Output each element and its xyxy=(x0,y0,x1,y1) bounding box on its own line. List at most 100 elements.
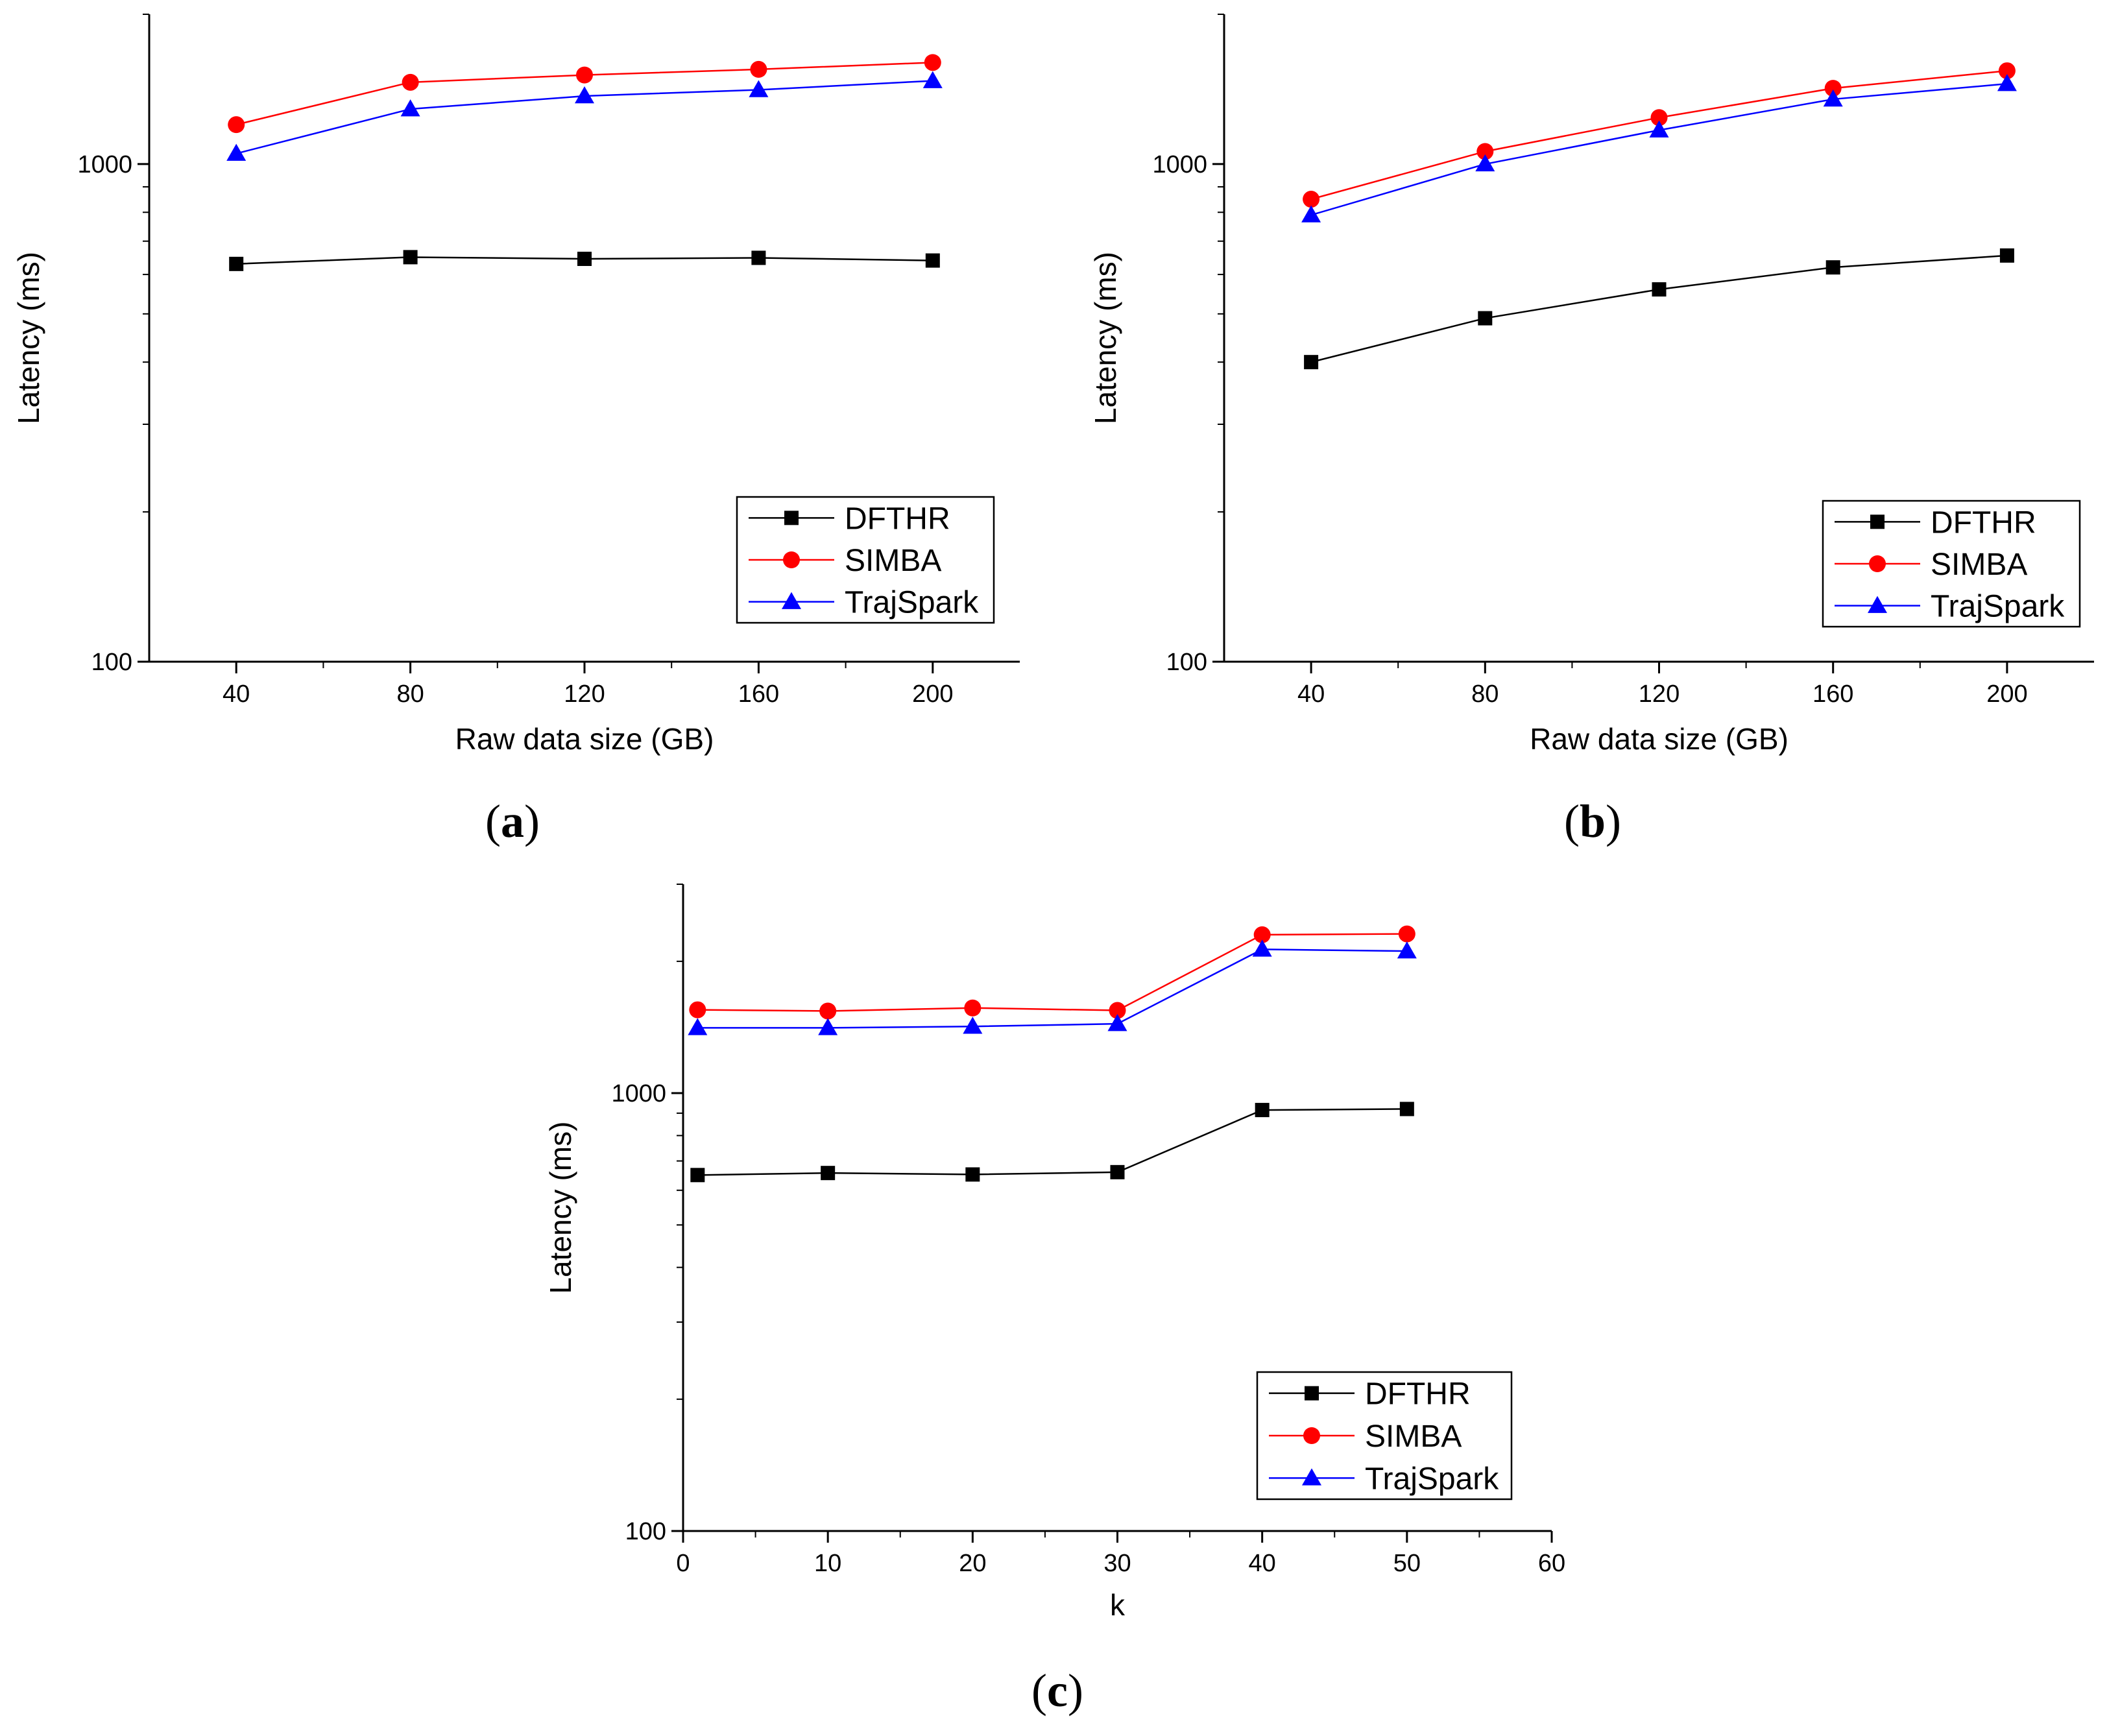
y-tick-label: 1000 xyxy=(611,1080,666,1107)
data-point-dfthr xyxy=(1255,1103,1270,1118)
x-tick-label: 50 xyxy=(1393,1550,1421,1577)
y-axis-title: Latency (ms) xyxy=(544,1122,577,1294)
x-tick-label: 30 xyxy=(1103,1550,1131,1577)
data-point-simba xyxy=(1650,109,1668,127)
legend-marker-dfthr xyxy=(1305,1386,1319,1401)
data-point-simba xyxy=(750,60,767,78)
y-tick-label: 100 xyxy=(625,1518,666,1545)
data-point-dfthr xyxy=(1825,260,1840,275)
legend-label-simba: SIMBA xyxy=(845,544,941,578)
panel-label: (a) xyxy=(485,795,540,847)
x-axis-title: Raw data size (GB) xyxy=(455,722,714,756)
data-point-simba xyxy=(924,54,941,71)
data-point-dfthr xyxy=(229,256,244,271)
legend-marker-dfthr xyxy=(1870,514,1885,529)
y-axis-title: Latency (ms) xyxy=(12,252,45,424)
legend-marker-trajspark xyxy=(782,592,801,609)
data-point-simba xyxy=(1476,143,1494,160)
data-point-trajspark xyxy=(1301,205,1321,223)
x-tick-label: 40 xyxy=(1249,1550,1276,1577)
data-point-trajspark xyxy=(575,86,594,104)
series-line-dfthr xyxy=(697,1108,1407,1176)
legend-marker-trajspark xyxy=(1868,596,1887,613)
data-point-trajspark xyxy=(963,1017,983,1034)
x-tick-label: 160 xyxy=(1813,681,1853,708)
y-tick-label: 1000 xyxy=(1152,151,1207,178)
x-axis-title: Raw data size (GB) xyxy=(1530,722,1789,756)
data-point-simba xyxy=(689,1001,706,1019)
data-point-dfthr xyxy=(1478,311,1493,326)
chart-panel-a: 100 1000 40 80 120 160 200 Raw data size (GB) La… xyxy=(12,14,1020,847)
data-point-simba xyxy=(1303,191,1320,208)
data-point-trajspark xyxy=(1649,120,1669,138)
x-tick-label: 80 xyxy=(396,681,424,708)
y-tick-label: 100 xyxy=(91,649,132,676)
legend-label-trajspark: TrajSpark xyxy=(1365,1462,1499,1496)
panel-label: (b) xyxy=(1564,795,1621,847)
data-point-dfthr xyxy=(925,253,940,268)
legend-marker-simba xyxy=(1869,555,1886,572)
data-point-dfthr xyxy=(1110,1164,1125,1179)
x-tick-label: 0 xyxy=(676,1550,690,1577)
data-point-dfthr xyxy=(690,1168,705,1183)
legend-label-dfthr: DFTHR xyxy=(1365,1377,1471,1412)
data-point-trajspark xyxy=(688,1018,708,1035)
data-point-simba xyxy=(576,66,593,84)
y-axis-title: Latency (ms) xyxy=(1089,252,1122,424)
data-point-dfthr xyxy=(577,251,592,266)
legend-label-simba: SIMBA xyxy=(1365,1419,1462,1454)
legend-label-trajspark: TrajSpark xyxy=(845,586,979,620)
data-point-simba xyxy=(1824,80,1842,97)
series-line-trajspark xyxy=(697,948,1407,1029)
data-point-simba xyxy=(402,73,419,91)
data-point-dfthr xyxy=(1999,248,2014,263)
panel-label: (c) xyxy=(1031,1665,1083,1717)
data-point-dfthr xyxy=(751,250,766,265)
data-point-dfthr xyxy=(965,1167,980,1182)
legend-label-dfthr: DFTHR xyxy=(845,501,950,536)
data-point-trajspark xyxy=(1823,89,1843,107)
chart-panel-c: 100 1000 0 10 20 30 40 50 60 k Latency (ms) DFTHR SI… xyxy=(544,884,1565,1717)
data-point-trajspark xyxy=(1475,154,1495,172)
data-point-trajspark xyxy=(922,71,943,88)
x-tick-label: 80 xyxy=(1471,681,1499,708)
data-point-trajspark xyxy=(226,143,247,161)
data-point-trajspark xyxy=(1397,941,1417,959)
data-point-trajspark xyxy=(1252,939,1272,957)
x-tick-label: 200 xyxy=(1986,681,2027,708)
series-line-simba xyxy=(697,933,1407,1012)
x-tick-label: 10 xyxy=(814,1550,841,1577)
data-point-trajspark xyxy=(1997,74,2017,91)
x-tick-label: 40 xyxy=(1297,681,1325,708)
data-point-trajspark xyxy=(400,99,420,117)
legend-label-dfthr: DFTHR xyxy=(1931,505,2036,540)
data-point-dfthr xyxy=(403,250,418,265)
x-tick-label: 120 xyxy=(564,681,605,708)
chart-panel-b: 100 1000 40 80 120 160 200 Raw data size (GB) La… xyxy=(1089,14,2094,847)
data-point-simba xyxy=(1109,1002,1126,1019)
x-tick-label: 200 xyxy=(912,681,953,708)
data-point-dfthr xyxy=(1652,282,1667,297)
x-tick-label: 40 xyxy=(223,681,250,708)
data-point-dfthr xyxy=(821,1166,836,1181)
data-point-dfthr xyxy=(1399,1102,1414,1116)
legend-label-trajspark: TrajSpark xyxy=(1931,590,2065,624)
data-point-simba xyxy=(228,116,245,134)
x-tick-label: 120 xyxy=(1639,681,1680,708)
x-tick-label: 20 xyxy=(959,1550,986,1577)
y-tick-label: 100 xyxy=(1166,649,1207,676)
data-point-simba xyxy=(1253,926,1271,943)
legend-marker-simba xyxy=(783,551,800,568)
legend-marker-simba xyxy=(1303,1427,1320,1444)
y-tick-label: 1000 xyxy=(77,151,132,178)
data-point-trajspark xyxy=(1107,1014,1127,1031)
legend-label-simba: SIMBA xyxy=(1931,548,2027,582)
legend-marker-dfthr xyxy=(784,511,799,525)
data-point-simba xyxy=(1398,925,1415,943)
data-point-dfthr xyxy=(1304,355,1319,370)
data-point-simba xyxy=(964,999,982,1017)
x-tick-label: 60 xyxy=(1538,1550,1565,1577)
data-point-simba xyxy=(819,1002,837,1020)
data-point-simba xyxy=(1998,62,2016,80)
